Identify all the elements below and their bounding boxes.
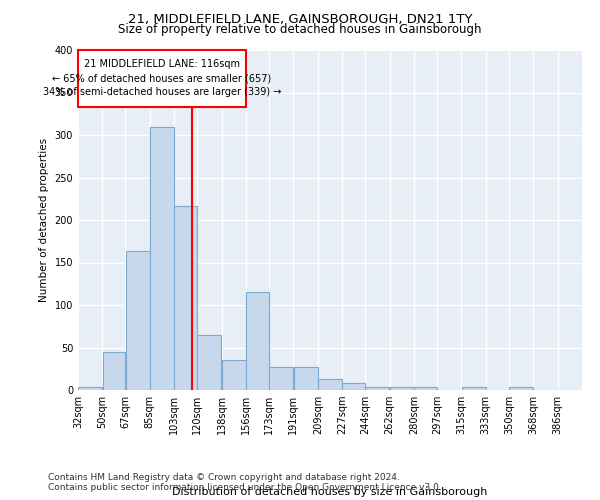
Text: 21, MIDDLEFIELD LANE, GAINSBOROUGH, DN21 1TY: 21, MIDDLEFIELD LANE, GAINSBOROUGH, DN21… [128, 12, 472, 26]
Bar [293, 367, 317, 390]
Bar [125, 252, 149, 390]
Bar [318, 379, 342, 390]
Bar [343, 383, 365, 390]
Text: Contains HM Land Registry data © Crown copyright and database right 2024.: Contains HM Land Registry data © Crown c… [48, 472, 400, 482]
Bar [78, 388, 102, 390]
Bar [103, 352, 125, 390]
Bar [390, 388, 414, 390]
Text: Contains public sector information licensed under the Open Government Licence v3: Contains public sector information licen… [48, 482, 442, 492]
Bar [246, 292, 269, 390]
X-axis label: Distribution of detached houses by size in Gainsborough: Distribution of detached houses by size … [172, 487, 488, 497]
Bar [222, 360, 246, 390]
Bar [269, 367, 293, 390]
Y-axis label: Number of detached properties: Number of detached properties [39, 138, 49, 302]
Bar [197, 335, 221, 390]
Bar [461, 388, 485, 390]
Text: 21 MIDDLEFIELD LANE: 116sqm
← 65% of detached houses are smaller (657)
34% of se: 21 MIDDLEFIELD LANE: 116sqm ← 65% of det… [43, 60, 281, 98]
Bar [150, 126, 174, 390]
Bar [414, 388, 437, 390]
Bar [175, 206, 197, 390]
Text: Size of property relative to detached houses in Gainsborough: Size of property relative to detached ho… [118, 22, 482, 36]
Bar [365, 388, 389, 390]
Bar [509, 388, 533, 390]
FancyBboxPatch shape [78, 50, 246, 107]
